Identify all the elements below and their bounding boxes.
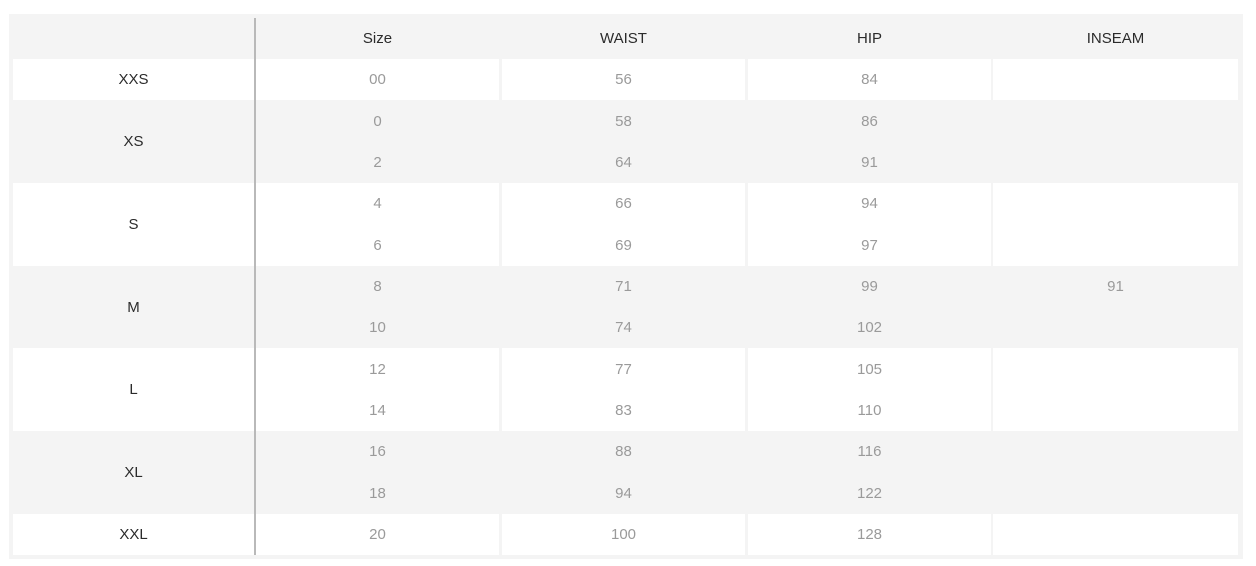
hip-value-cell: 94 [861, 195, 878, 212]
hip-value-cell: 110 [857, 402, 882, 419]
hip-column-block: 94 97 [748, 183, 991, 266]
size-group-label: S [13, 183, 254, 266]
size-value-cell: 4 [373, 195, 382, 212]
inseam-cell [993, 183, 1238, 266]
hip-column-block: 128 [748, 514, 991, 555]
size-value-cell: 16 [369, 443, 386, 460]
waist-column-block: 71 74 [502, 266, 745, 348]
waist-value-cell: 100 [610, 526, 637, 543]
inseam-value [993, 514, 1238, 555]
hip-column-block: 86 91 [748, 100, 991, 183]
hip-value-cell: 84 [861, 71, 878, 88]
waist-value-cell: 58 [615, 112, 632, 130]
size-column-block: 12 14 [256, 348, 499, 431]
waist-value-cell: 64 [615, 154, 632, 171]
size-group-label: M [13, 266, 254, 348]
label-column-divider [254, 18, 256, 555]
hip-value-cell: 116 [857, 443, 882, 460]
inseam-cell [993, 348, 1238, 431]
waist-value-cell: 88 [615, 443, 632, 460]
waist-value-cell: 77 [615, 360, 632, 378]
hip-value-cell: 122 [856, 484, 883, 502]
hip-value-cell: 99 [861, 278, 878, 295]
inseam-value [993, 183, 1238, 224]
size-column-block: 16 18 [256, 431, 499, 514]
inseam-value [993, 348, 1238, 390]
inseam-cell [993, 514, 1238, 555]
size-value-cell: 0 [373, 112, 382, 130]
waist-column-block: 88 94 [502, 431, 745, 514]
hip-column-block: 84 [748, 59, 991, 100]
header-cell-2: WAIST [502, 18, 745, 59]
inseam-cell [993, 431, 1238, 514]
waist-value-cell: 56 [615, 71, 632, 88]
waist-value-cell: 94 [615, 484, 632, 502]
inseam-value [993, 431, 1238, 472]
waist-column-block: 58 64 [502, 100, 745, 183]
header-cell-1: Size [256, 18, 499, 59]
size-group-label: XXL [13, 514, 254, 555]
hip-value-cell: 128 [856, 526, 883, 543]
size-value-cell: 2 [373, 154, 382, 171]
waist-value-cell: 74 [615, 319, 632, 336]
waist-column-block: 66 69 [502, 183, 745, 266]
waist-column-block: 100 [502, 514, 745, 555]
size-group-label: XS [13, 100, 254, 183]
waist-column-block: 56 [502, 59, 745, 100]
header-cell-3: HIP [748, 18, 991, 59]
size-value-cell: 20 [369, 526, 386, 543]
hip-value-cell: 105 [856, 360, 883, 378]
size-value-cell: 6 [373, 236, 382, 254]
waist-value-cell: 71 [615, 278, 632, 295]
inseam-value [993, 59, 1238, 100]
size-group-label: XL [13, 431, 254, 514]
size-value-cell: 14 [369, 402, 386, 419]
hip-column-block: 116 122 [748, 431, 991, 514]
waist-value-cell: 69 [615, 236, 632, 254]
inseam-value: 91 [1107, 278, 1124, 295]
hip-value-cell: 91 [861, 154, 878, 171]
inseam-cell [993, 100, 1238, 183]
size-value-cell: 12 [369, 360, 386, 378]
hip-value-cell: 86 [861, 112, 878, 130]
hip-column-block: 105 110 [748, 348, 991, 431]
waist-value-cell: 66 [615, 195, 632, 212]
size-value-cell: 18 [369, 484, 386, 502]
size-value-cell: 10 [369, 319, 386, 336]
size-group-label: XXS [13, 59, 254, 100]
inseam-cell: 91 [993, 266, 1238, 348]
size-column-block: 20 [256, 514, 499, 555]
waist-column-block: 77 83 [502, 348, 745, 431]
size-column-block: 8 10 [256, 266, 499, 348]
waist-value-cell: 83 [615, 402, 632, 419]
header-cell-0 [13, 18, 254, 59]
size-chart-table: Size WAIST HIP INSEAM XXS 00 56 84 XS 0 2 58 64 86 91 S… [9, 14, 1243, 559]
size-column-block: 00 [256, 59, 499, 100]
hip-value-cell: 97 [861, 236, 878, 254]
hip-column-block: 99 102 [748, 266, 991, 348]
hip-value-cell: 102 [856, 319, 883, 336]
size-group-label: L [13, 348, 254, 431]
inseam-value [993, 100, 1238, 142]
header-cell-4: INSEAM [993, 18, 1238, 59]
inseam-cell [993, 59, 1238, 100]
size-value-cell: 8 [373, 278, 382, 295]
size-value-cell: 00 [369, 71, 386, 88]
